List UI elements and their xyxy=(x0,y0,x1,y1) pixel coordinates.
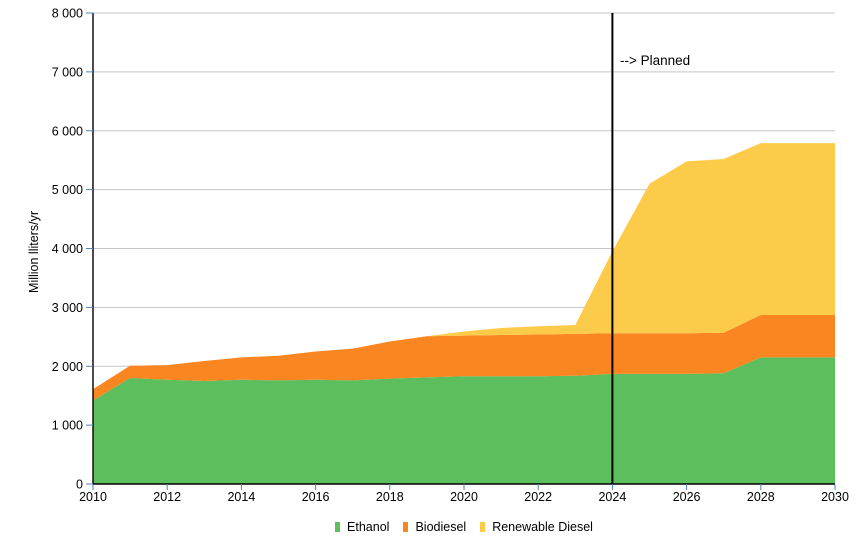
legend-swatch xyxy=(335,522,341,532)
legend-swatch xyxy=(480,522,486,532)
legend-label: Biodiesel xyxy=(415,519,467,534)
legend-item-biodiesel: Biodiesel xyxy=(403,521,466,534)
x-tick-label: 2014 xyxy=(227,490,255,504)
legend-item-ethanol: Ethanol xyxy=(335,521,389,534)
y-tick-label: 0 xyxy=(76,478,83,492)
legend-label: Ethanol xyxy=(347,519,390,534)
legend: Ethanol Biodiesel Renewable Diesel xyxy=(93,516,835,538)
y-tick-label: 6 000 xyxy=(52,124,83,138)
x-tick-label: 2022 xyxy=(524,490,552,504)
legend-label: Renewable Diesel xyxy=(492,519,593,534)
legend-item-renewable-diesel: Renewable Diesel xyxy=(480,521,593,534)
x-tick-label: 2012 xyxy=(153,490,181,504)
area-ethanol xyxy=(93,357,835,484)
legend-swatch xyxy=(403,522,409,532)
x-tick-label: 2018 xyxy=(376,490,404,504)
y-tick-label: 8 000 xyxy=(52,7,83,21)
y-tick-label: 5 000 xyxy=(52,183,83,197)
y-tick-label: 2 000 xyxy=(52,360,83,374)
x-tick-label: 2024 xyxy=(598,490,626,504)
x-tick-label: 2026 xyxy=(673,490,701,504)
area-renewable-diesel xyxy=(93,143,835,390)
area-biodiesel xyxy=(93,315,835,401)
y-axis-title: Million lliters/yr xyxy=(27,211,41,293)
y-tick-label: 7 000 xyxy=(52,65,83,79)
axes xyxy=(86,12,836,490)
annotation-planned: --> Planned xyxy=(620,53,690,68)
x-tick-label: 2028 xyxy=(747,490,775,504)
tick-labels: 0 1 000 2 000 3 000 4 000 5 000 6 000 7 000 8 00… xyxy=(52,7,849,505)
stacked-areas xyxy=(93,143,835,484)
x-tick-label: 2030 xyxy=(821,490,849,504)
x-tick-label: 2020 xyxy=(450,490,478,504)
y-tick-label: 4 000 xyxy=(52,242,83,256)
x-tick-label: 2010 xyxy=(79,490,107,504)
y-tick-label: 1 000 xyxy=(52,419,83,433)
x-tick-label: 2016 xyxy=(302,490,330,504)
y-tick-label: 3 000 xyxy=(52,301,83,315)
